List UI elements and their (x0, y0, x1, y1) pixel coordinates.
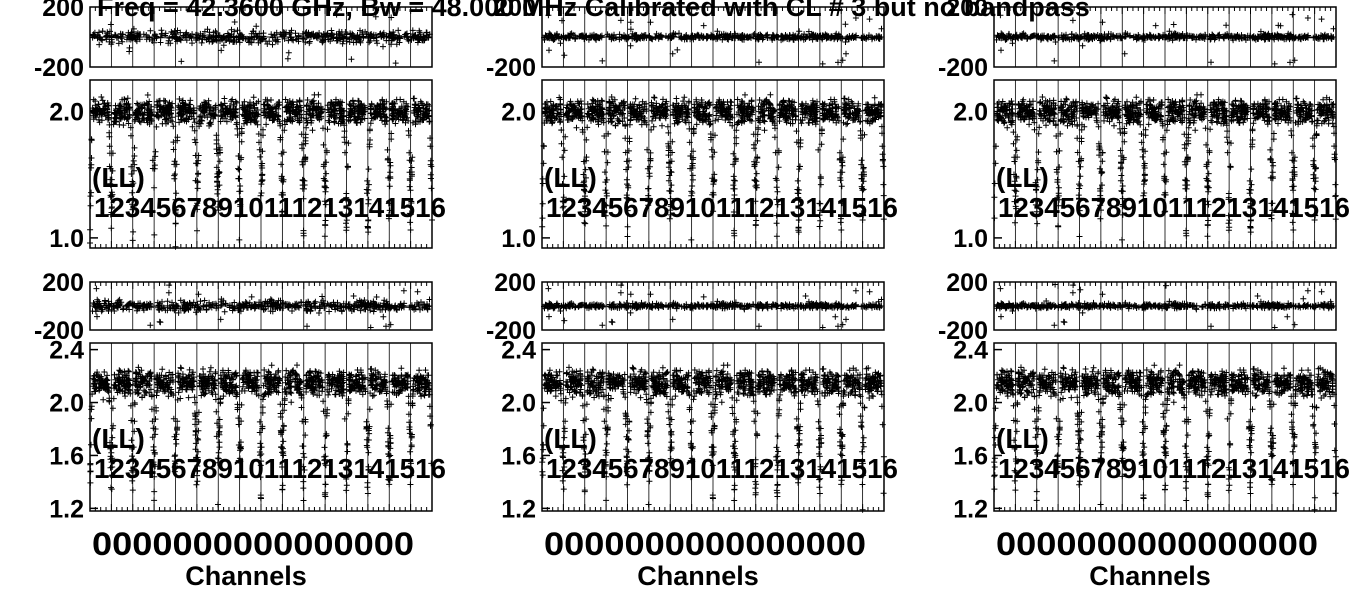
if-labels: 12345678910111213141516 (998, 192, 1350, 223)
phase-tick-label: -200 (486, 54, 536, 82)
x-tick-labels: 0000000000000000 (996, 526, 1318, 562)
amp-points (87, 91, 435, 250)
panel-row1-col2: 200 -200 2.0 1.0 (LL)12345678910111213141516 (486, 0, 898, 253)
phase-tick-label: -200 (938, 54, 988, 82)
phase-tick-label: -200 (938, 317, 988, 345)
stokes-label: (LL) (92, 162, 145, 193)
amp-tick-label: 1.2 (953, 495, 988, 523)
amp-points (991, 91, 1339, 243)
amp-tick-label: 2.0 (953, 99, 988, 127)
panel-row1-col1: 200 -200 2.0 1.0 (LL)12345678910111213141516 (34, 0, 446, 253)
phase-tick-label: 200 (946, 0, 988, 22)
if-labels: 12345678910111213141516 (94, 192, 446, 223)
amp-tick-label: 2.0 (49, 99, 84, 127)
amp-tick-label: 1.2 (501, 495, 536, 523)
x-axis-label: Channels (1089, 561, 1211, 591)
if-labels: 12345678910111213141516 (998, 453, 1350, 484)
amp-tick-label: 1.6 (501, 442, 536, 470)
stokes-label: (LL) (996, 423, 1049, 454)
x-tick-labels: 0000000000000000 (544, 526, 866, 562)
amp-tick-label: 1.0 (49, 225, 84, 253)
stokes-label: (LL) (92, 423, 145, 454)
phase-points (993, 11, 1337, 67)
amp-tick-label: 2.0 (501, 390, 536, 418)
panel-row1-col3: 200 -200 2.0 1.0 (LL)12345678910111213141516 (938, 0, 1350, 253)
phase-points (541, 12, 885, 67)
amp-tick-label: 2.4 (501, 337, 536, 365)
stokes-label: (LL) (544, 423, 597, 454)
stokes-label: (LL) (544, 162, 597, 193)
amp-tick-label: 2.4 (953, 337, 988, 365)
amp-tick-label: 2.0 (953, 390, 988, 418)
amp-points (87, 362, 435, 508)
phase-tick-label: 200 (42, 0, 84, 22)
amp-tick-label: 1.0 (501, 225, 536, 253)
x-axis-label: Channels (185, 561, 307, 591)
phase-points (541, 282, 885, 331)
amp-tick-label: 1.2 (49, 495, 84, 523)
phase-tick-label: 200 (494, 0, 536, 22)
if-labels: 12345678910111213141516 (94, 453, 446, 484)
x-tick-labels: 0000000000000000 (92, 526, 414, 562)
stokes-label: (LL) (996, 162, 1049, 193)
if-labels: 12345678910111213141516 (546, 192, 898, 223)
phase-tick-label: -200 (486, 317, 536, 345)
amp-tick-label: 1.6 (49, 442, 84, 470)
phase-tick-label: -200 (34, 54, 84, 82)
phase-points (993, 281, 1337, 331)
phase-tick-label: 200 (494, 269, 536, 297)
amp-tick-label: 2.4 (49, 337, 84, 365)
amp-points (539, 91, 887, 243)
phase-points (89, 282, 433, 331)
amp-tick-label: 2.0 (501, 99, 536, 127)
phase-tick-label: 200 (42, 269, 84, 297)
amp-tick-label: 1.0 (953, 225, 988, 253)
phase-tick-label: -200 (34, 317, 84, 345)
amp-points (539, 362, 887, 513)
x-axis-label: Channels (637, 561, 759, 591)
phase-tick-label: 200 (946, 269, 988, 297)
figure-title: Freq = 42.3600 GHz, Bw = 48.000 MHz Cali… (97, 0, 1090, 22)
amp-points (991, 362, 1339, 513)
amp-tick-label: 2.0 (49, 390, 84, 418)
phase-points (89, 11, 433, 67)
if-labels: 12345678910111213141516 (546, 453, 898, 484)
amp-tick-label: 1.6 (953, 442, 988, 470)
